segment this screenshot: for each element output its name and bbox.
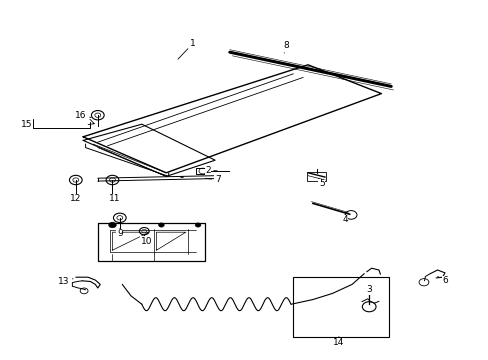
- Bar: [306, 172, 325, 181]
- Text: 11: 11: [109, 194, 121, 203]
- Text: 12: 12: [70, 194, 81, 203]
- Text: 14: 14: [332, 337, 344, 347]
- Circle shape: [158, 223, 164, 227]
- Text: 16: 16: [75, 111, 91, 120]
- Text: 13: 13: [58, 277, 73, 286]
- Text: 8: 8: [283, 40, 288, 53]
- Text: 10: 10: [141, 235, 152, 246]
- Text: 15: 15: [21, 120, 33, 129]
- Text: 1: 1: [178, 39, 196, 59]
- Text: 6: 6: [437, 276, 447, 285]
- Bar: [293, 277, 388, 337]
- Circle shape: [108, 222, 116, 228]
- Text: 2: 2: [204, 166, 217, 175]
- Bar: [195, 168, 210, 174]
- Text: 7: 7: [205, 175, 220, 184]
- Circle shape: [195, 223, 201, 227]
- Text: 4: 4: [342, 214, 347, 224]
- Text: 3: 3: [366, 285, 371, 294]
- Text: 9: 9: [117, 229, 122, 239]
- Text: 5: 5: [318, 178, 324, 188]
